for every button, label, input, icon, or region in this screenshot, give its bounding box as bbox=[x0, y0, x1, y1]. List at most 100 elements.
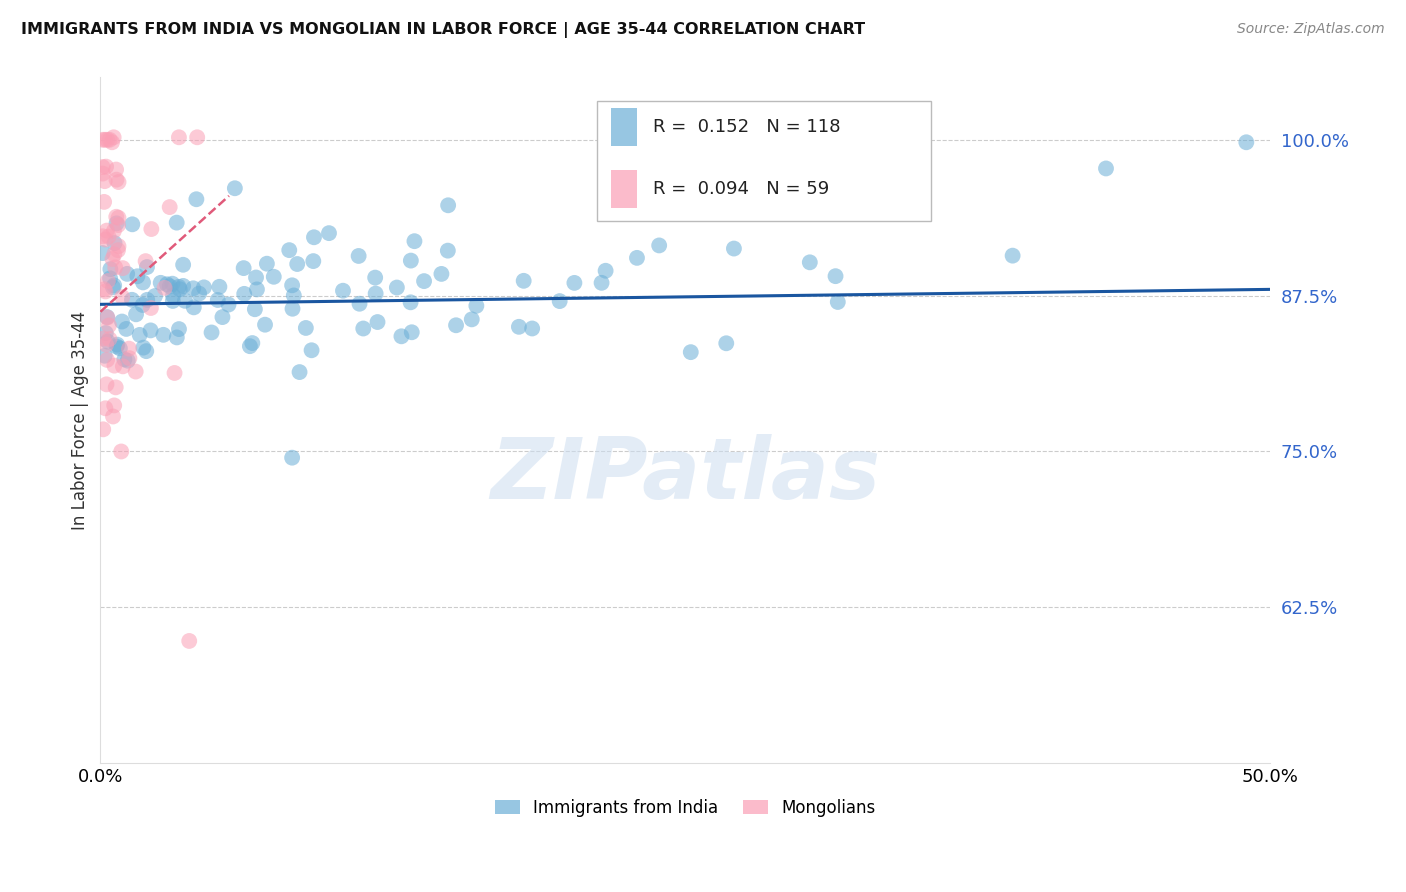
Point bbox=[103, 278, 125, 293]
Point bbox=[111, 314, 134, 328]
Y-axis label: In Labor Force | Age 35-44: In Labor Force | Age 35-44 bbox=[72, 310, 89, 530]
Point bbox=[121, 217, 143, 231]
Point bbox=[111, 261, 134, 276]
Point bbox=[91, 160, 114, 174]
Point bbox=[278, 243, 301, 257]
Point bbox=[404, 234, 426, 248]
Point bbox=[103, 236, 125, 251]
Point bbox=[105, 172, 128, 186]
Point bbox=[125, 365, 148, 379]
Point bbox=[101, 252, 124, 266]
Point bbox=[444, 318, 467, 333]
Point bbox=[96, 224, 118, 238]
Point bbox=[136, 260, 159, 274]
Point bbox=[107, 243, 129, 257]
Point bbox=[288, 365, 311, 379]
Point bbox=[156, 277, 179, 292]
Point bbox=[152, 327, 174, 342]
Point bbox=[208, 280, 231, 294]
Text: IMMIGRANTS FROM INDIA VS MONGOLIAN IN LABOR FORCE | AGE 35-44 CORRELATION CHART: IMMIGRANTS FROM INDIA VS MONGOLIAN IN LA… bbox=[21, 22, 865, 38]
Point bbox=[332, 284, 354, 298]
Point bbox=[93, 194, 115, 209]
Point bbox=[153, 281, 176, 295]
Point bbox=[149, 276, 172, 290]
Point bbox=[101, 409, 124, 424]
Point bbox=[97, 334, 120, 349]
Point bbox=[167, 280, 190, 294]
Point bbox=[385, 280, 408, 294]
Point bbox=[595, 264, 617, 278]
Point bbox=[233, 286, 256, 301]
Point bbox=[135, 254, 157, 268]
Point bbox=[105, 210, 128, 224]
Point bbox=[364, 270, 387, 285]
Point bbox=[281, 278, 304, 293]
Point bbox=[91, 229, 114, 244]
Point bbox=[183, 301, 205, 315]
Point bbox=[132, 276, 155, 290]
Point bbox=[111, 359, 134, 374]
Point bbox=[302, 254, 325, 268]
Point bbox=[103, 130, 125, 145]
Point bbox=[172, 258, 194, 272]
Point bbox=[141, 222, 163, 236]
Point bbox=[283, 288, 305, 302]
Point bbox=[413, 274, 436, 288]
Point bbox=[103, 247, 125, 261]
Point bbox=[139, 323, 162, 337]
Point bbox=[111, 290, 134, 304]
Point bbox=[96, 310, 118, 325]
Point bbox=[245, 270, 267, 285]
Point bbox=[94, 133, 117, 147]
Point bbox=[121, 293, 143, 307]
Point bbox=[107, 211, 129, 225]
Point bbox=[211, 310, 233, 324]
Point bbox=[96, 310, 118, 324]
Point bbox=[125, 307, 148, 321]
Point bbox=[181, 281, 204, 295]
Point bbox=[128, 327, 150, 342]
Point bbox=[166, 216, 188, 230]
Point bbox=[112, 352, 135, 367]
Point bbox=[96, 337, 118, 351]
Point bbox=[127, 269, 149, 284]
Point bbox=[174, 293, 197, 308]
Point bbox=[281, 301, 304, 316]
Point bbox=[131, 298, 153, 312]
Point bbox=[97, 274, 120, 288]
Point bbox=[799, 255, 821, 269]
Point bbox=[1001, 249, 1024, 263]
Point bbox=[1095, 161, 1118, 176]
Point bbox=[364, 286, 387, 301]
Point bbox=[263, 269, 285, 284]
Point bbox=[512, 274, 534, 288]
Point bbox=[132, 341, 155, 355]
Point bbox=[162, 277, 184, 291]
Point bbox=[98, 262, 121, 277]
Point bbox=[91, 246, 114, 260]
Point bbox=[118, 342, 141, 356]
Point bbox=[401, 325, 423, 339]
Point bbox=[246, 282, 269, 296]
Point bbox=[827, 295, 849, 310]
Point bbox=[103, 399, 125, 413]
Point bbox=[91, 167, 114, 181]
Point bbox=[243, 302, 266, 317]
Point bbox=[97, 318, 120, 333]
Point bbox=[94, 285, 117, 299]
Text: Source: ZipAtlas.com: Source: ZipAtlas.com bbox=[1237, 22, 1385, 37]
Point bbox=[716, 336, 738, 351]
Point bbox=[301, 343, 323, 358]
Point bbox=[94, 401, 117, 416]
Point bbox=[94, 160, 117, 174]
Point bbox=[104, 380, 127, 394]
Point bbox=[167, 130, 190, 145]
Point bbox=[200, 326, 222, 340]
Point bbox=[107, 239, 129, 253]
Point bbox=[96, 377, 118, 392]
Text: R =  0.094   N = 59: R = 0.094 N = 59 bbox=[654, 180, 830, 198]
Point bbox=[295, 321, 318, 335]
Point bbox=[349, 297, 371, 311]
FancyBboxPatch shape bbox=[612, 108, 637, 146]
Point bbox=[186, 130, 208, 145]
